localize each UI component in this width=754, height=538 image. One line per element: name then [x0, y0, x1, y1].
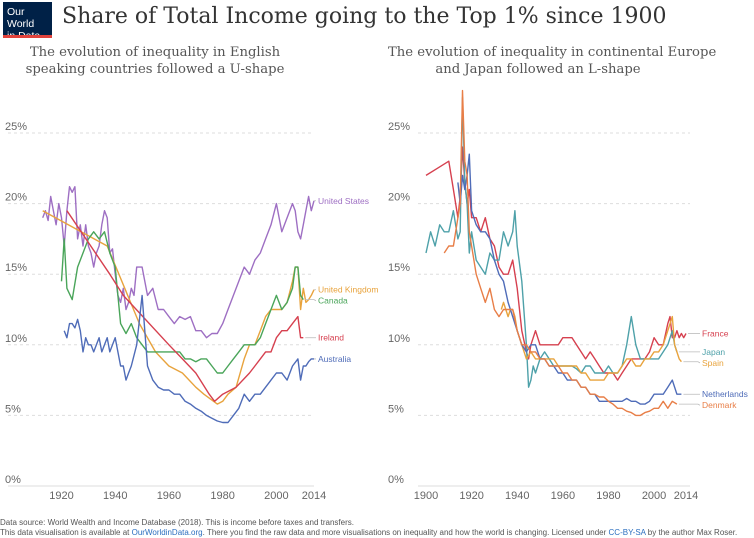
- logo-line1: Our World: [7, 6, 35, 30]
- owid-link[interactable]: OurWorldinData.org: [131, 528, 203, 537]
- series-label-ireland: Ireland: [318, 333, 344, 343]
- series-label-france: France: [702, 329, 729, 339]
- y-tick-label: 0%: [5, 474, 21, 486]
- left-subtitle-line2: speaking countries followed a U-shape: [25, 62, 285, 77]
- series-line-france: [425, 146, 687, 381]
- label-leader: [683, 361, 701, 364]
- right-panel: 0% 5% 10% 15% 20% 25% 1900 1920 1940 1960 1980 2000…: [388, 89, 748, 502]
- series-label-united-states: United States: [318, 196, 369, 206]
- series-line-united-states: [42, 186, 315, 339]
- y-tick-label: 15%: [5, 262, 27, 274]
- left-panel: 0% 5% 10% 15% 20% 25% 1920 1940 1960 1980 2000 2014…: [5, 121, 378, 502]
- x-tick-label: 1960: [551, 490, 575, 502]
- x-tick-label: 2014: [302, 490, 326, 502]
- series-label-japan: Japan: [702, 347, 725, 357]
- x-tick-label: 1940: [103, 490, 127, 502]
- x-tick-label: 2000: [642, 490, 666, 502]
- y-tick-label: 25%: [5, 121, 27, 133]
- logo-bar: [3, 35, 52, 38]
- x-tick-label: 1920: [49, 490, 73, 502]
- series-label-united-kingdom: United Kingdom: [318, 285, 378, 295]
- owid-logo: Our World in Data: [3, 2, 52, 42]
- y-tick-label: 5%: [5, 403, 21, 415]
- x-tick-label: 1980: [596, 490, 620, 502]
- left-subtitle-line1: The evolution of inequality in English: [29, 45, 281, 60]
- y-tick-label: 10%: [5, 333, 27, 345]
- footer-middle: . There you find the raw data and more v…: [202, 528, 609, 537]
- series-line-australia: [63, 294, 314, 424]
- x-tick-label: 2014: [674, 490, 698, 502]
- x-tick-label: 1980: [210, 490, 234, 502]
- label-leader: [305, 299, 317, 302]
- series-label-netherlands: Netherlands: [702, 389, 748, 399]
- footer-source: Data source: World Wealth and Income Dat…: [0, 518, 354, 527]
- x-tick-label: 1960: [157, 490, 181, 502]
- series-label-australia: Australia: [318, 354, 351, 364]
- series-line-denmark: [443, 89, 678, 417]
- x-tick-label: 2000: [264, 490, 288, 502]
- y-tick-label: 20%: [5, 192, 27, 204]
- y-tick-label: 20%: [388, 192, 410, 204]
- right-subtitle: The evolution of inequality in continent…: [388, 44, 717, 78]
- series-line-united-kingdom: [42, 210, 315, 405]
- license-link[interactable]: CC-BY-SA: [608, 528, 646, 537]
- series-label-spain: Spain: [702, 358, 724, 368]
- series-line-ireland: [66, 210, 304, 402]
- y-tick-label: 15%: [388, 262, 410, 274]
- series-label-canada: Canada: [318, 296, 348, 306]
- footer-prefix: This data visualisation is available at: [0, 528, 132, 537]
- right-subtitle-line2: and Japan followed an L-shape: [435, 62, 641, 77]
- x-tick-label: 1900: [414, 490, 438, 502]
- series-line-canada: [60, 231, 304, 374]
- y-tick-label: 0%: [388, 474, 404, 486]
- x-tick-label: 1940: [505, 490, 529, 502]
- label-leader: [678, 403, 701, 406]
- footer-suffix: by the author Max Roser.: [645, 528, 738, 537]
- footer-availability: This data visualisation is available at …: [0, 528, 737, 537]
- left-subtitle: The evolution of inequality in English s…: [20, 44, 290, 78]
- y-tick-label: 25%: [388, 121, 410, 133]
- y-tick-label: 5%: [388, 403, 404, 415]
- series-label-denmark: Denmark: [702, 400, 737, 410]
- y-tick-label: 10%: [388, 333, 410, 345]
- right-subtitle-line1: The evolution of inequality in continent…: [388, 45, 717, 60]
- x-tick-label: 1920: [459, 490, 483, 502]
- chart-title: Share of Total Income going to the Top 1…: [62, 4, 667, 29]
